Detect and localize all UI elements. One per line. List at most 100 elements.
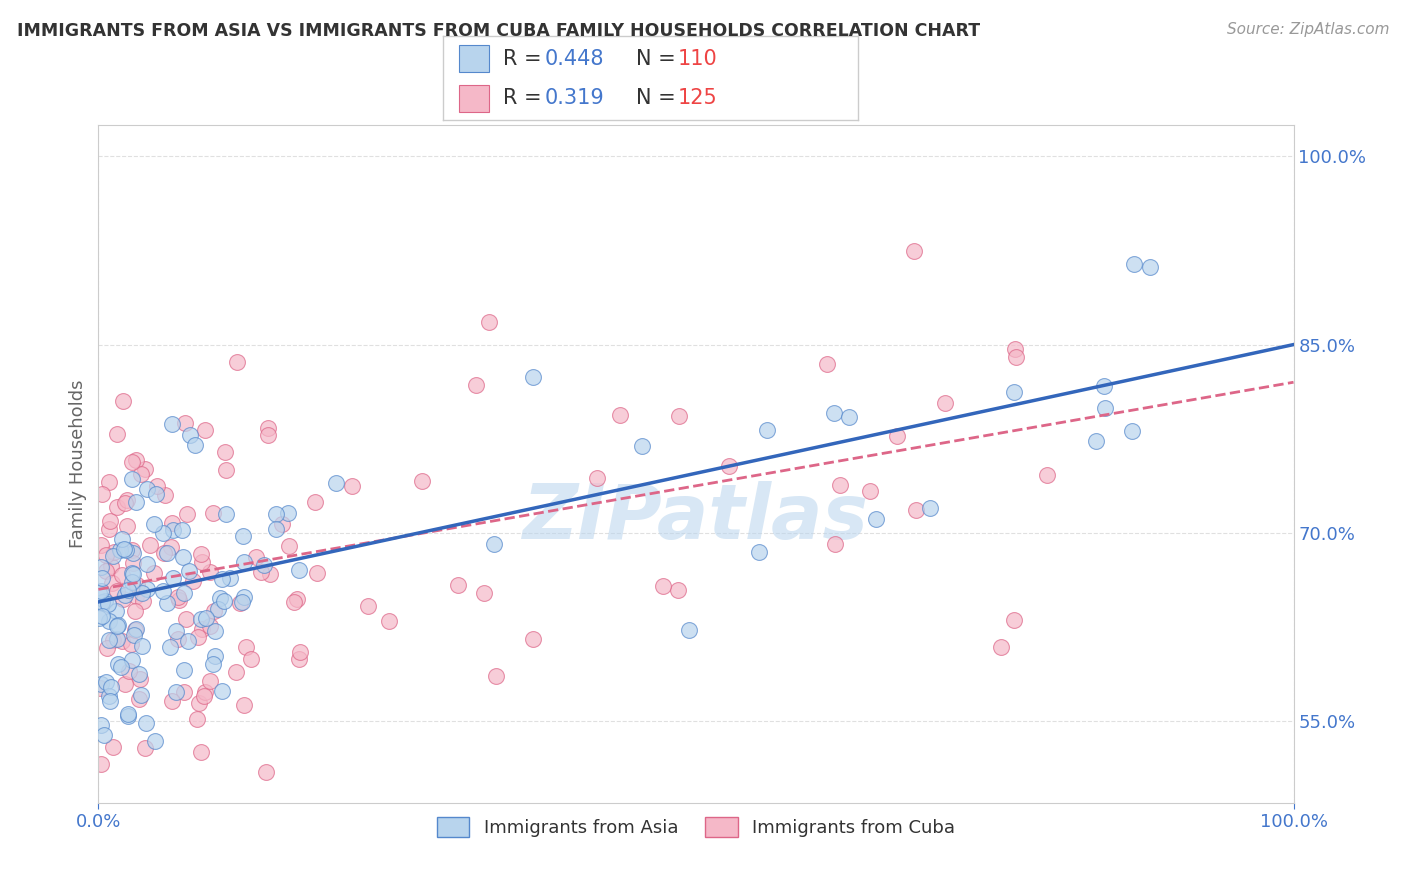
Point (194, 684, 217, 698)
Point (115, 542, 138, 557)
Point (94, 564, 117, 578)
Point (87, 586, 110, 600)
Point (125, 622, 148, 636)
Point (1002, 384, 1025, 399)
Point (100, 559, 122, 574)
Point (97, 632, 120, 647)
Point (253, 558, 276, 572)
Point (128, 666, 150, 681)
Point (465, 377, 488, 392)
Point (254, 765, 277, 780)
Point (98, 475, 121, 489)
Point (121, 543, 143, 558)
Point (188, 847, 211, 862)
Point (652, 579, 675, 593)
Text: 0.319: 0.319 (544, 87, 605, 108)
Point (184, 438, 207, 452)
Point (134, 740, 156, 755)
Point (96, 640, 118, 655)
Point (233, 591, 256, 605)
Point (264, 522, 287, 536)
Text: IMMIGRANTS FROM ASIA VS IMMIGRANTS FROM CUBA FAMILY HOUSEHOLDS CORRELATION CHART: IMMIGRANTS FROM ASIA VS IMMIGRANTS FROM … (17, 22, 980, 40)
Point (823, 406, 845, 420)
Text: N =: N = (636, 87, 682, 108)
Point (748, 545, 770, 559)
Point (678, 623, 700, 637)
Point (190, 612, 212, 626)
Point (131, 639, 153, 653)
Point (325, 476, 347, 491)
Point (98, 694, 121, 708)
Point (139, 538, 162, 552)
Point (411, 474, 433, 488)
Point (98, 522, 121, 536)
Point (340, 479, 363, 493)
Point (204, 604, 226, 618)
Point (934, 396, 956, 410)
Point (1139, 260, 1161, 274)
Point (124, 628, 146, 642)
Point (91, 571, 114, 585)
Point (120, 637, 142, 651)
Point (859, 483, 882, 498)
Point (183, 574, 205, 589)
Point (905, 502, 928, 516)
Point (172, 523, 194, 537)
Point (162, 417, 184, 431)
Point (90, 560, 112, 574)
Point (143, 734, 166, 748)
Point (815, 357, 838, 371)
Point (104, 604, 127, 618)
Point (1002, 614, 1025, 628)
Point (103, 739, 125, 754)
Point (153, 487, 176, 501)
Point (117, 708, 139, 723)
Point (212, 594, 235, 608)
Point (114, 495, 136, 509)
Point (103, 545, 125, 559)
Point (152, 525, 174, 540)
Point (211, 684, 233, 698)
Point (94, 674, 117, 689)
Point (105, 583, 128, 598)
Point (257, 421, 280, 435)
Point (201, 657, 224, 671)
Point (97, 597, 120, 611)
Point (204, 624, 226, 639)
Y-axis label: Family Households: Family Households (69, 380, 87, 548)
Point (172, 549, 194, 564)
Point (125, 578, 148, 592)
Point (259, 566, 281, 581)
Point (162, 523, 184, 537)
Point (121, 653, 143, 667)
Point (214, 445, 236, 459)
Point (207, 602, 229, 616)
Point (990, 640, 1012, 654)
Text: N =: N = (636, 48, 682, 69)
Point (111, 633, 134, 648)
Point (124, 604, 146, 618)
Point (288, 563, 311, 577)
Point (100, 680, 122, 694)
Point (111, 592, 134, 607)
Point (142, 517, 165, 532)
Point (211, 572, 233, 586)
Text: 0.448: 0.448 (544, 48, 605, 69)
Point (235, 640, 257, 654)
Point (304, 495, 326, 509)
Point (838, 409, 860, 424)
Point (179, 427, 201, 442)
Point (1123, 257, 1146, 271)
Point (146, 478, 169, 492)
Point (156, 596, 179, 610)
Point (824, 537, 846, 551)
Point (129, 672, 152, 686)
Point (90, 487, 112, 501)
Point (177, 634, 200, 648)
Point (112, 393, 135, 408)
Point (482, 537, 505, 551)
Point (173, 416, 195, 430)
Point (201, 506, 224, 520)
Point (121, 472, 143, 486)
Point (118, 664, 141, 678)
